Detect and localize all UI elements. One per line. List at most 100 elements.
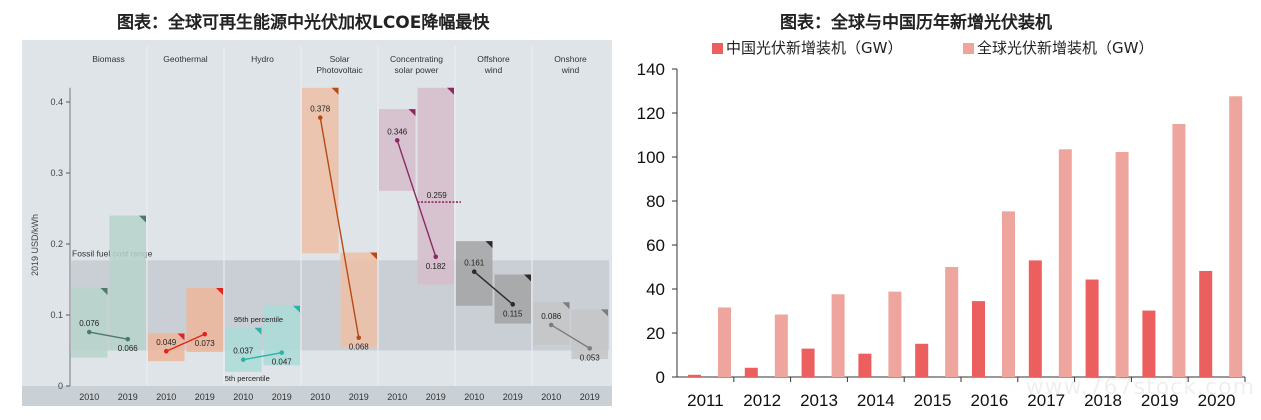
group-label: Hydro <box>251 54 274 64</box>
bar <box>1085 279 1099 377</box>
y-tick-label: 40 <box>646 280 665 299</box>
weighted-average-line <box>243 351 282 361</box>
y-tick-label: 0 <box>58 381 63 391</box>
bar <box>1028 260 1042 377</box>
legend-label: 全球光伏新增装机（GW） <box>977 39 1153 57</box>
year-label: 2010 <box>310 392 330 402</box>
y-tick-label: 60 <box>646 236 665 255</box>
corner-marker <box>177 333 185 341</box>
bar <box>688 374 701 377</box>
y-tick-label: 0.3 <box>50 168 63 178</box>
range-bar <box>186 288 223 352</box>
value-label: 0.068 <box>349 343 370 352</box>
x-tick-label: 2012 <box>743 391 781 410</box>
year-label: 2010 <box>464 392 484 402</box>
right-chart-title: 图表：全球与中国历年新增光伏装机 <box>780 13 1052 33</box>
weighted-average-point <box>317 115 323 120</box>
group-label: wind <box>561 65 580 75</box>
range-bar <box>571 309 608 360</box>
group-label: Offshore <box>477 54 510 64</box>
weighted-average-point <box>125 336 131 342</box>
weighted-average-line <box>550 324 591 349</box>
range-bar <box>494 274 531 324</box>
value-label: 0.378 <box>310 105 331 114</box>
watermark: www.767stock.com <box>1025 375 1255 400</box>
value-label: 0.115 <box>503 309 523 318</box>
bar <box>915 343 929 377</box>
p95-annotation: 95th percentile <box>234 315 283 324</box>
range-bar <box>148 333 185 362</box>
x-tick-label: 2016 <box>970 391 1008 410</box>
corner-marker <box>562 302 570 310</box>
bar <box>718 307 731 377</box>
y-tick-label: 80 <box>646 192 665 211</box>
range-bar <box>109 215 146 351</box>
bar <box>1058 149 1072 377</box>
group-label: Solar <box>330 54 350 64</box>
year-label: 2019 <box>349 392 369 402</box>
corner-marker <box>370 252 377 260</box>
group-label: Onshore <box>554 54 587 64</box>
y-tick-label: 140 <box>637 60 665 79</box>
bar <box>1199 270 1213 377</box>
p5-annotation: 5th percentile <box>225 374 270 383</box>
value-label: 0.086 <box>541 312 562 321</box>
x-tick-label: 2020 <box>1198 391 1236 410</box>
weighted-average-point <box>86 329 92 335</box>
weighted-average-point <box>471 269 477 274</box>
corner-marker <box>331 87 339 95</box>
y-tick-label: 0.2 <box>50 239 63 249</box>
x-tick-label: 2019 <box>1141 391 1179 410</box>
value-label: 0.346 <box>387 127 408 136</box>
left-chart-year-strip <box>22 386 612 406</box>
bar <box>774 314 788 377</box>
value-label: 0.037 <box>233 347 254 356</box>
value-label: 0.073 <box>195 339 216 348</box>
bar <box>972 301 985 377</box>
y-tick-label: 100 <box>637 148 665 167</box>
weighted-average-point <box>279 350 285 355</box>
year-label: 2010 <box>79 392 99 402</box>
group-label: Geothermal <box>163 54 208 64</box>
year-label: 2010 <box>541 392 561 402</box>
bar <box>1229 96 1243 377</box>
x-tick-label: 2013 <box>800 391 838 410</box>
weighted-average-point <box>394 138 400 143</box>
x-tick-label: 2014 <box>857 391 895 410</box>
value-label: 0.053 <box>580 353 601 362</box>
year-label: 2019 <box>426 392 446 402</box>
year-label: 2010 <box>387 392 407 402</box>
weighted-average-line <box>89 331 128 340</box>
group-label: Biomass <box>92 54 125 64</box>
weighted-average-point <box>587 346 593 351</box>
corner-marker <box>100 288 108 296</box>
bar <box>1002 211 1015 377</box>
value-label: 0.049 <box>156 338 177 347</box>
legend-swatch <box>712 43 723 54</box>
value-label: 0.161 <box>464 259 485 268</box>
bar <box>1172 124 1186 377</box>
weighted-average-line <box>473 271 514 305</box>
weighted-average-point <box>548 322 554 328</box>
range-bar <box>71 288 108 358</box>
weighted-average-line <box>319 117 360 338</box>
x-tick-label: 2011 <box>687 391 724 410</box>
value-label: 0.047 <box>272 358 293 367</box>
range-bar <box>225 327 262 372</box>
weighted-average-point <box>240 357 246 363</box>
corner-marker <box>216 288 223 296</box>
year-label: 2019 <box>118 392 138 402</box>
x-tick-label: 2018 <box>1084 391 1122 410</box>
weighted-average-point <box>356 335 362 341</box>
bar <box>858 353 872 377</box>
y-tick-label: 0.1 <box>50 310 63 320</box>
corner-marker <box>447 87 454 95</box>
value-label: 0.076 <box>79 319 100 328</box>
y-axis-label: 2019 USD/kWh <box>30 214 40 276</box>
corner-marker <box>408 109 416 117</box>
weighted-average-point <box>202 331 208 337</box>
bar <box>888 291 902 377</box>
year-label: 2010 <box>156 392 176 402</box>
legend-swatch <box>963 43 974 54</box>
